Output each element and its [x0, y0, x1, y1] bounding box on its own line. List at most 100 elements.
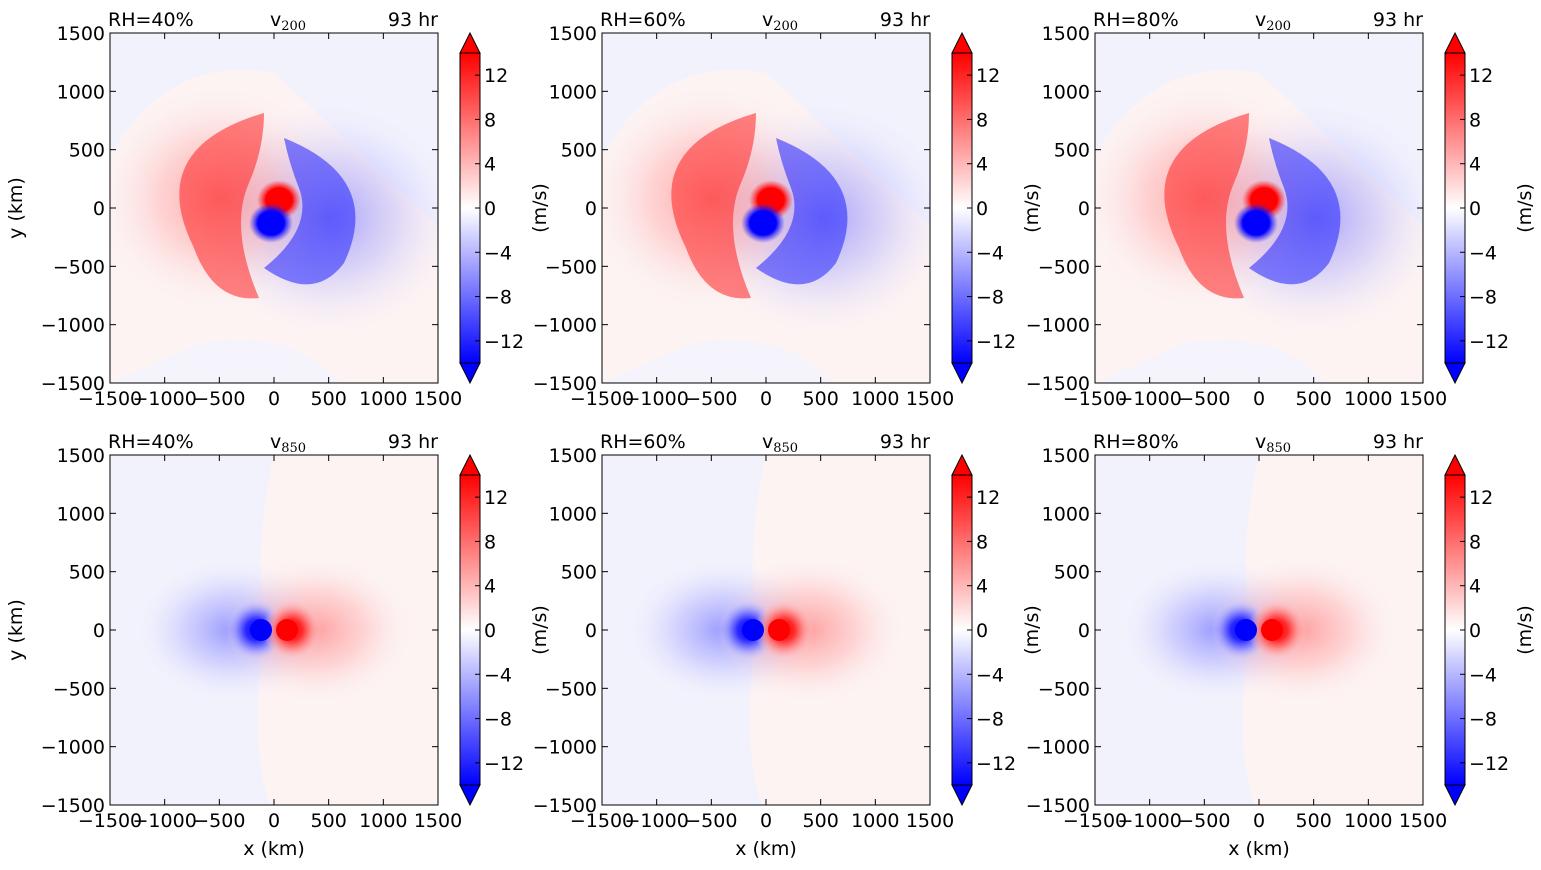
x-tick-label: 1500 [414, 388, 462, 410]
y-tick-label: 500 [69, 562, 105, 584]
variable-label: v850 [270, 431, 306, 456]
colorbar-tick-label: 0 [484, 620, 496, 642]
rh-label: RH=40% [108, 9, 194, 31]
colorbar-tick-label: −12 [1469, 331, 1509, 353]
colorbar: 12 8 4 0 −12 −8 −4 (m/s) [459, 31, 551, 385]
x-tick-label: −500 [193, 388, 245, 410]
y-tick-label: −1000 [533, 737, 597, 759]
colorbar-min-arrow [951, 784, 973, 807]
x-tick-label: 500 [1296, 388, 1332, 410]
colorbar-tick-label: 8 [1469, 109, 1481, 131]
x-tick-label: −1500 [78, 388, 142, 410]
y-tick-label: 1000 [549, 503, 597, 525]
x-tick-label: 1000 [1344, 810, 1392, 832]
x-tick-label: 500 [311, 810, 347, 832]
colorbar-tick-label: 4 [484, 576, 496, 598]
panel-1: −1500−1500−1000−1000−500−500005005001000… [5, 9, 551, 410]
colorbar-tick-label: 8 [976, 531, 988, 553]
colorbar-max-arrow [459, 453, 481, 476]
x-tick-label: 500 [803, 810, 839, 832]
x-tick-label: 1500 [906, 388, 954, 410]
colorbar-tick-label: 12 [1469, 65, 1493, 87]
panel-4: −1500−1500−1000−1000−500−500005005001000… [5, 431, 551, 860]
colorbar-tick-label: 12 [484, 65, 508, 87]
variable-label: v200 [270, 9, 306, 34]
y-tick-label: −500 [1038, 678, 1090, 700]
colorbar-max-arrow [951, 31, 973, 54]
x-tick-label: 500 [803, 388, 839, 410]
time-label: 93 hr [1373, 431, 1423, 453]
x-tick-label: −1000 [133, 810, 197, 832]
y-tick-label: 1500 [549, 23, 597, 45]
colorbar-tick-label: −4 [1469, 664, 1497, 686]
y-tick-label: 500 [69, 140, 105, 162]
colorbar-tick-label: 4 [976, 576, 988, 598]
x-axis-label: x (km) [1228, 838, 1290, 860]
panel-6: −1500−1500−1000−1000−500−500005005001000… [1026, 431, 1536, 860]
y-tick-label: −1500 [1026, 373, 1090, 395]
y-tick-label: 500 [1054, 562, 1090, 584]
x-tick-label: −1500 [1063, 810, 1127, 832]
level-subscript: 850 [1266, 441, 1291, 456]
colorbar-tick-label: −4 [484, 664, 512, 686]
x-tick-label: −500 [685, 388, 737, 410]
y-tick-label: 0 [585, 620, 597, 642]
y-tick-label: 0 [93, 198, 105, 220]
colorbar: 12 8 4 0 −12 −8 −4 (m/s) [459, 453, 551, 807]
x-axis-label: x (km) [243, 838, 305, 860]
colorbar-tick-label: −4 [976, 664, 1004, 686]
x-tick-label: 0 [268, 810, 280, 832]
y-tick-label: 1500 [1042, 23, 1090, 45]
colorbar-tick-label: 4 [1469, 576, 1481, 598]
x-tick-label: 1000 [851, 388, 899, 410]
colorbar-tick-label: 0 [1469, 198, 1481, 220]
colorbar-tick-label: −12 [484, 753, 524, 775]
x-tick-label: −1000 [1118, 388, 1182, 410]
y-tick-label: −1500 [533, 373, 597, 395]
x-tick-label: −1500 [78, 810, 142, 832]
y-tick-label: −1500 [533, 795, 597, 817]
x-axis-label: x (km) [735, 838, 797, 860]
x-tick-label: 0 [1253, 388, 1265, 410]
colorbar-min-arrow [951, 362, 973, 385]
x-tick-label: 1000 [851, 810, 899, 832]
x-tick-label: 1500 [1399, 810, 1447, 832]
colorbar-tick-label: −12 [484, 331, 524, 353]
colorbar-tick-label: −8 [1469, 709, 1497, 731]
colorbar-tick-label: −12 [1469, 753, 1509, 775]
x-tick-label: 1000 [359, 810, 407, 832]
colorbar-label: (m/s) [1514, 605, 1536, 655]
colorbar-tick-label: −8 [484, 709, 512, 731]
x-tick-label: −1000 [133, 388, 197, 410]
colorbar-tick-label: 12 [1469, 487, 1493, 509]
y-axis-label: y (km) [5, 177, 27, 239]
y-tick-label: 0 [93, 620, 105, 642]
x-tick-label: −1000 [625, 810, 689, 832]
x-tick-label: 1000 [359, 388, 407, 410]
colorbar-label: (m/s) [1514, 183, 1536, 233]
variable-label: v200 [762, 9, 798, 34]
y-tick-label: 1500 [549, 445, 597, 467]
y-tick-label: 1500 [57, 445, 105, 467]
variable-label: v850 [762, 431, 798, 456]
y-tick-label: −1500 [41, 373, 105, 395]
field-shading [602, 455, 930, 805]
colorbar-tick-label: 8 [484, 531, 496, 553]
rh-label: RH=80% [1093, 431, 1179, 453]
x-tick-label: −500 [1178, 810, 1230, 832]
y-tick-label: 1000 [57, 81, 105, 103]
y-tick-label: −1000 [41, 315, 105, 337]
colorbar-tick-label: −4 [484, 242, 512, 264]
colorbar-label: (m/s) [529, 183, 551, 233]
x-tick-label: 1500 [1399, 388, 1447, 410]
y-tick-label: −1000 [41, 737, 105, 759]
rh-label: RH=40% [108, 431, 194, 453]
colorbar-tick-label: 12 [976, 487, 1000, 509]
level-subscript: 200 [1266, 19, 1291, 34]
colorbar-tick-label: 8 [976, 109, 988, 131]
time-label: 93 hr [880, 9, 930, 31]
colorbar: 12 8 4 0 −12 −8 −4 (m/s) [1444, 31, 1536, 385]
time-label: 93 hr [880, 431, 930, 453]
y-tick-label: 500 [561, 562, 597, 584]
field-shading [602, 33, 930, 383]
